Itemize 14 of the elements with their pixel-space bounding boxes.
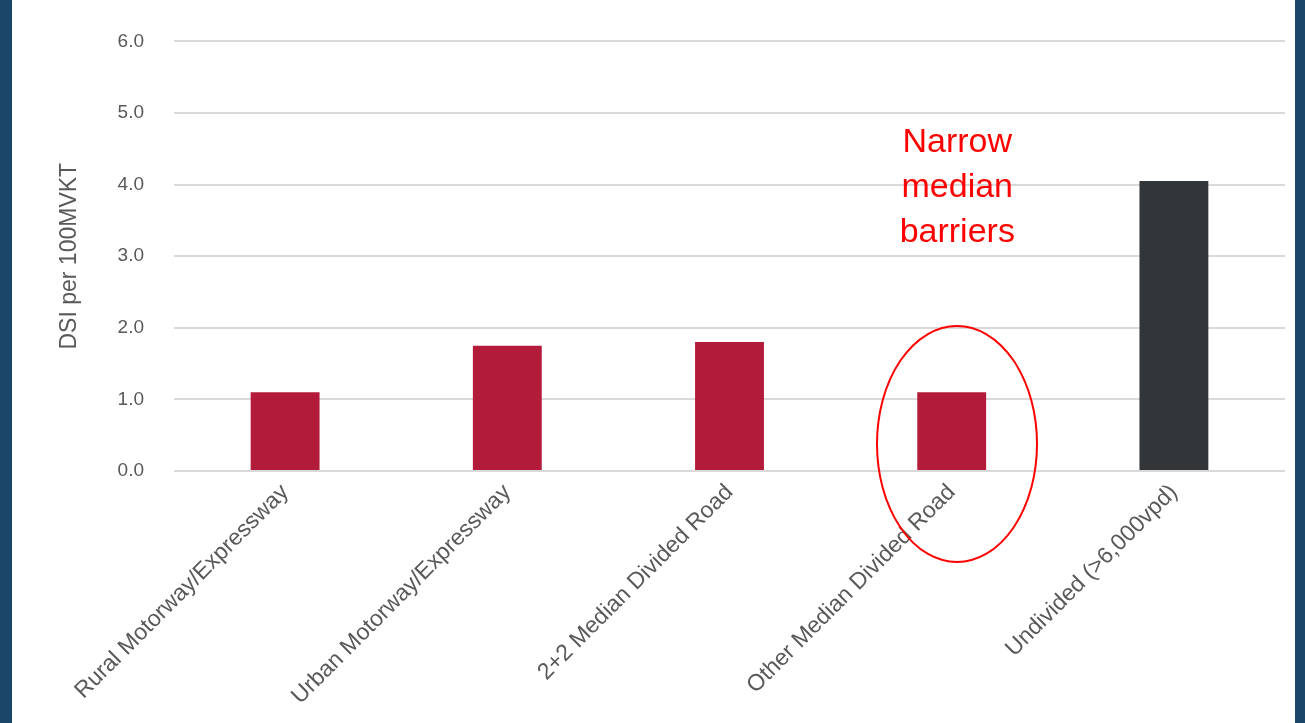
y-axis-title: DSI per 100MVKT [55,162,82,350]
y-tick-label: 1.0 [117,387,145,409]
annotation: Narrow median barriers [899,120,1015,249]
bar [472,345,542,470]
y-tick-label: 4.0 [117,172,145,194]
bar [917,392,987,470]
y-tick-label: 0.0 [117,459,145,481]
bar [695,342,764,470]
y-tick-label: 2.0 [117,316,145,338]
bar [250,392,320,470]
y-tick-label: 3.0 [117,244,145,266]
bar [1139,181,1209,470]
y-tick-label: 5.0 [117,101,145,123]
y-tick-label: 6.0 [117,29,145,51]
